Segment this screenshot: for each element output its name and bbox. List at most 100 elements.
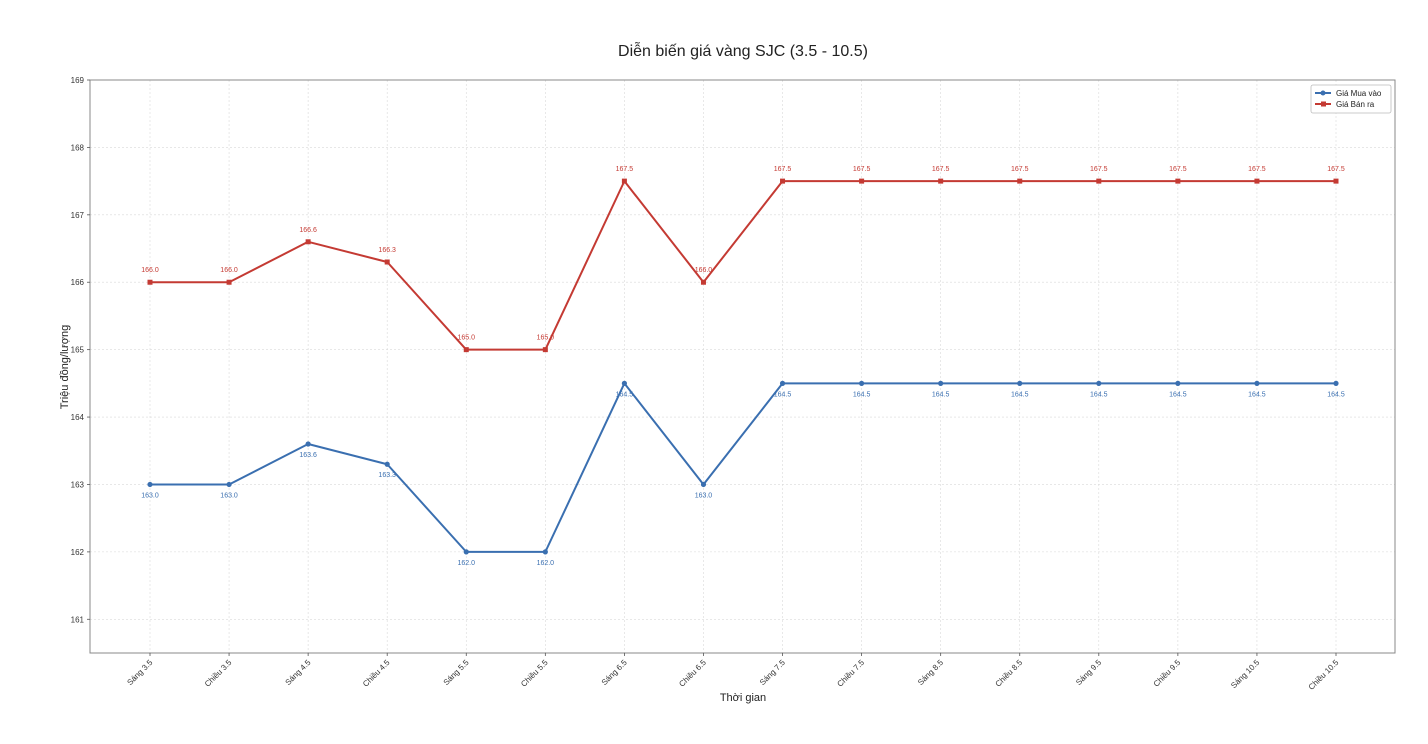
y-axis-label: Triệu đồng/lượng xyxy=(59,325,71,410)
data-point-sell xyxy=(226,279,232,285)
data-point-sell xyxy=(780,178,786,184)
data-point-buy xyxy=(542,549,548,555)
data-label-buy: 164.5 xyxy=(932,391,950,398)
data-label-buy: 163.6 xyxy=(299,452,317,459)
data-label-sell: 167.5 xyxy=(853,166,871,173)
data-point-sell xyxy=(384,259,390,265)
x-tick-label: Sáng 3.5 xyxy=(125,658,154,687)
data-label-buy: 164.5 xyxy=(774,391,792,398)
data-label-sell: 167.5 xyxy=(932,166,950,173)
x-tick-label: Sáng 4.5 xyxy=(284,658,313,687)
data-point-sell xyxy=(1333,178,1339,184)
data-label-sell: 167.5 xyxy=(1090,166,1108,173)
data-point-sell xyxy=(621,178,627,184)
x-tick-label: Chiều 6.5 xyxy=(677,658,708,689)
data-label-buy: 163.0 xyxy=(220,492,238,499)
data-point-buy xyxy=(226,481,232,488)
series-line-sell xyxy=(150,180,1336,351)
data-label-buy: 164.5 xyxy=(1248,391,1266,398)
x-tick-label: Chiều 7.5 xyxy=(835,658,866,689)
data-label-buy: 164.5 xyxy=(1169,391,1187,398)
legend-label: Giá Mua vào xyxy=(1336,89,1382,98)
data-label-sell: 165.0 xyxy=(537,335,555,342)
data-label-sell: 167.5 xyxy=(616,166,634,173)
data-point-buy xyxy=(1254,380,1260,386)
data-point-sell xyxy=(305,239,311,245)
data-point-buy xyxy=(1096,380,1102,386)
series xyxy=(147,178,1339,555)
x-tick-label: Sáng 6.5 xyxy=(600,658,629,687)
data-point-sell xyxy=(147,279,153,285)
data-point-buy xyxy=(938,380,944,386)
data-label-buy: 164.5 xyxy=(1011,391,1029,398)
data-label-sell: 167.5 xyxy=(1011,166,1029,173)
x-tick-label: Chiều 5.5 xyxy=(519,658,550,689)
data-label-buy: 162.0 xyxy=(537,560,555,567)
legend: Giá Mua vào Giá Bán ra xyxy=(1310,84,1392,114)
data-point-buy xyxy=(621,380,628,386)
x-tick-label: Sáng 10.5 xyxy=(1229,658,1262,691)
legend-label: Giá Bán ra xyxy=(1336,100,1375,109)
x-tick-label: Chiều 4.5 xyxy=(361,658,392,689)
series-line-buy xyxy=(150,382,1336,553)
data-label-buy: 164.5 xyxy=(1090,391,1108,398)
data-point-buy xyxy=(779,380,786,386)
y-tick-label: 167 xyxy=(71,211,85,220)
data-point-buy xyxy=(1333,380,1339,386)
data-label-buy: 164.5 xyxy=(616,391,634,398)
data-point-buy xyxy=(859,380,865,386)
data-label-buy: 164.5 xyxy=(1327,391,1345,398)
x-tick-label: Chiều 8.5 xyxy=(994,658,1025,689)
legend-marker xyxy=(1321,101,1326,107)
data-point-sell xyxy=(700,279,706,285)
data-label-sell: 166.0 xyxy=(141,267,159,274)
grid xyxy=(90,79,1395,653)
data-point-sell xyxy=(463,347,469,353)
x-axis-label: Thời gian xyxy=(720,692,766,704)
y-tick-label: 169 xyxy=(71,76,85,85)
y-tick-label: 165 xyxy=(71,346,85,355)
data-point-buy xyxy=(147,481,153,488)
data-point-buy xyxy=(1017,380,1023,386)
x-tick-label: Chiều 9.5 xyxy=(1152,658,1183,689)
data-point-buy xyxy=(305,441,311,447)
x-tick-label: Chiều 10.5 xyxy=(1307,658,1341,692)
x-tick-label: Chiều 3.5 xyxy=(203,658,234,689)
data-label-sell: 167.5 xyxy=(1248,166,1266,173)
data-point-sell xyxy=(938,178,944,184)
x-axis-ticks: Sáng 3.5 Chiều 3.5 Sáng 4.5 Chiều 4.5 Sáng 5… xyxy=(125,653,1341,692)
y-axis-ticks: 161 162 163 164 165 166 167 168 169 xyxy=(71,76,90,624)
y-tick-label: 162 xyxy=(71,548,85,557)
data-label-buy: 163.0 xyxy=(141,492,159,499)
data-label-sell: 166.0 xyxy=(220,267,238,274)
chart-title: Diễn biến giá vàng SJC (3.5 - 10.5) xyxy=(618,41,868,60)
data-label-sell: 165.0 xyxy=(458,335,476,342)
data-label-sell: 167.5 xyxy=(1169,166,1187,173)
data-point-buy xyxy=(463,549,469,555)
x-tick-label: Sáng 7.5 xyxy=(758,658,787,687)
x-tick-label: Sáng 9.5 xyxy=(1074,658,1103,687)
data-point-buy xyxy=(384,461,390,467)
y-tick-label: 164 xyxy=(71,413,85,422)
data-labels: 163.0 163.0 163.6 163.3 162.0 162.0 164.5 163.0… xyxy=(141,166,1345,567)
data-point-sell xyxy=(1254,178,1260,184)
y-tick-label: 168 xyxy=(71,143,85,152)
data-label-buy: 162.0 xyxy=(458,560,476,567)
data-label-sell: 166.3 xyxy=(378,247,396,254)
y-tick-label: 163 xyxy=(71,480,85,489)
data-label-sell: 166.6 xyxy=(299,227,317,234)
legend-marker xyxy=(1320,90,1326,96)
data-label-sell: 167.5 xyxy=(1327,166,1345,173)
data-label-buy: 163.3 xyxy=(378,472,396,479)
data-point-sell xyxy=(1175,178,1181,184)
data-point-buy xyxy=(700,481,707,488)
data-point-sell xyxy=(1096,178,1102,184)
x-tick-label: Sáng 8.5 xyxy=(916,658,945,687)
x-tick-label: Sáng 5.5 xyxy=(442,658,471,687)
plot-frame xyxy=(89,79,1396,654)
data-point-buy xyxy=(1175,380,1181,386)
data-label-sell: 166.0 xyxy=(695,267,713,274)
data-label-sell: 167.5 xyxy=(774,166,792,173)
data-label-buy: 164.5 xyxy=(853,391,871,398)
